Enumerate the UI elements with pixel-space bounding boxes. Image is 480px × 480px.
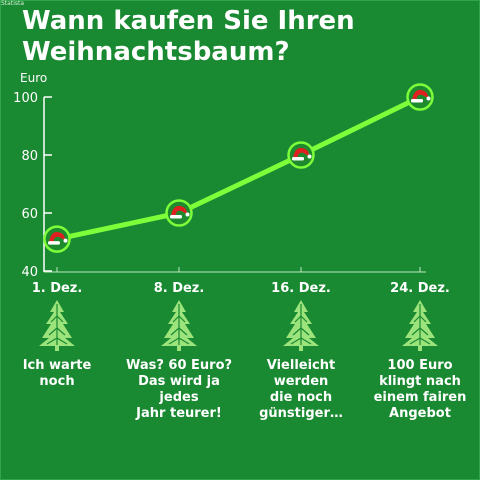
santa-hat-brim [48,241,60,245]
santa-hat-brim [170,215,182,219]
x-tick-label: 1. Dez. [32,281,83,296]
data-point [43,225,71,253]
y-tick-label: 60 [21,207,38,222]
santa-hat-icon [171,205,187,216]
christmas-tree-icon [400,298,440,352]
santa-hat-pompom [426,96,431,101]
data-point [165,199,193,227]
chart-title: Wann kaufen Sie Ihren Weihnachtsbaum? [22,6,355,67]
santa-hat-icon [49,232,65,243]
santa-hat-brim [292,157,304,161]
watermark: Statista [1,0,25,7]
y-tick-label: 80 [21,149,38,164]
christmas-tree-icon [37,298,77,352]
santa-hat-pompom [185,212,190,217]
caption-text: Vielleicht werden die noch günstiger… [259,358,343,421]
x-tick-label: 8. Dez. [154,281,205,296]
data-point [406,83,434,111]
santa-hat-icon [293,147,309,158]
caption-text: 100 Euro klingt nach einem fairen Angebo… [373,358,467,421]
christmas-tree-icon [159,298,199,352]
x-tick-label: 16. Dez. [271,281,331,296]
caption-text: Was? 60 Euro? Das wird ja jedes Jahr teu… [125,358,233,421]
santa-hat-brim [411,99,423,103]
y-tick-label: 100 [13,91,38,106]
santa-hat-pompom [307,154,312,159]
santa-hat-icon [412,89,428,100]
series-line [54,94,423,242]
y-axis-label: Euro [20,71,47,85]
caption-text: Ich warte noch [22,358,92,389]
data-point [287,141,315,169]
y-tick-label: 40 [21,265,38,280]
santa-hat-pompom [63,238,68,243]
x-tick-label: 24. Dez. [390,281,450,296]
christmas-tree-icon [281,298,321,352]
